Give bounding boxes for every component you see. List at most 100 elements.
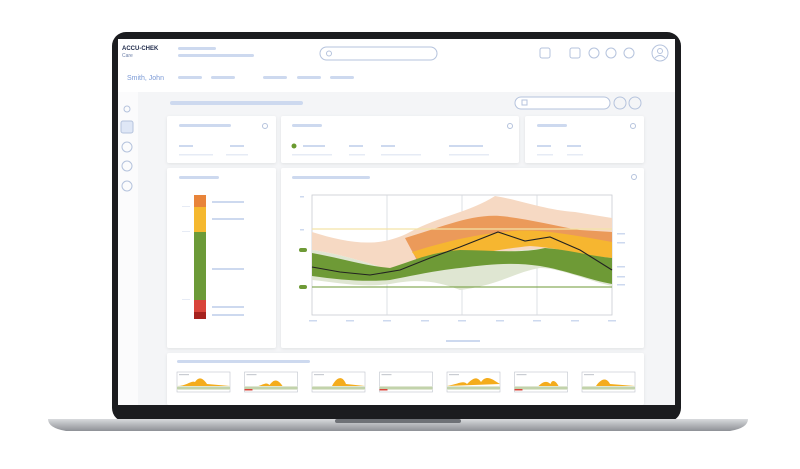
icon bbox=[657, 48, 663, 54]
shape bbox=[449, 154, 489, 156]
icon bbox=[654, 55, 666, 59]
icon[interactable] bbox=[121, 160, 133, 172]
placeholder-text bbox=[177, 360, 310, 363]
patient-name: Smith, John bbox=[127, 75, 164, 82]
shape bbox=[533, 320, 541, 322]
icon[interactable] bbox=[539, 47, 551, 59]
mini-chart-part bbox=[312, 378, 365, 386]
placeholder-text bbox=[178, 47, 216, 50]
shape bbox=[312, 248, 612, 284]
icon[interactable] bbox=[628, 96, 642, 110]
agp-bands bbox=[311, 196, 613, 290]
shape bbox=[182, 206, 190, 207]
shape bbox=[311, 231, 613, 276]
shape bbox=[571, 320, 579, 322]
nav-active[interactable] bbox=[120, 120, 134, 134]
shape bbox=[194, 207, 206, 232]
icon[interactable] bbox=[605, 47, 617, 59]
shape bbox=[446, 340, 480, 342]
placeholder-text bbox=[292, 176, 370, 179]
shape bbox=[383, 320, 391, 322]
mini-chart-part bbox=[314, 374, 324, 376]
placeholder-text bbox=[300, 196, 304, 198]
shape bbox=[309, 233, 625, 342]
icon bbox=[262, 123, 268, 129]
icon[interactable] bbox=[123, 105, 131, 113]
shape bbox=[194, 232, 206, 300]
card bbox=[525, 116, 644, 163]
mini-chart-part bbox=[447, 378, 500, 386]
shape bbox=[194, 300, 206, 312]
placeholder-text bbox=[303, 145, 325, 147]
mini-chart-part bbox=[381, 374, 392, 376]
placeholder-text bbox=[179, 176, 219, 179]
shape bbox=[226, 154, 248, 156]
icon[interactable] bbox=[121, 180, 133, 192]
mini-chart-part bbox=[244, 389, 253, 391]
shape bbox=[309, 320, 317, 322]
placeholder-text bbox=[212, 201, 244, 203]
shape bbox=[299, 248, 307, 252]
mini-chart-part bbox=[584, 374, 594, 376]
mini-chart-part bbox=[246, 374, 257, 376]
icon[interactable] bbox=[613, 96, 627, 110]
mini-chart-part bbox=[514, 389, 523, 391]
placeholder-text bbox=[212, 314, 244, 316]
daily-profiles bbox=[176, 371, 636, 393]
shape bbox=[458, 320, 466, 322]
placeholder-text bbox=[537, 145, 551, 147]
shape bbox=[118, 92, 138, 405]
shape bbox=[291, 143, 297, 149]
shape bbox=[617, 233, 625, 235]
date-picker[interactable] bbox=[514, 96, 611, 110]
placeholder-text bbox=[297, 76, 321, 79]
shape bbox=[617, 266, 625, 268]
icon[interactable] bbox=[623, 47, 635, 59]
mini-chart-part bbox=[514, 380, 568, 386]
placeholder-text bbox=[349, 145, 363, 147]
shape bbox=[608, 320, 616, 322]
icon[interactable] bbox=[569, 47, 581, 59]
icon[interactable] bbox=[588, 47, 600, 59]
mini-chart-part bbox=[177, 378, 230, 386]
placeholder-text bbox=[300, 229, 304, 231]
placeholder-text bbox=[537, 124, 567, 127]
placeholder-text bbox=[179, 124, 231, 127]
shape bbox=[537, 154, 553, 156]
brand: ACCU-CHEK bbox=[122, 46, 159, 52]
placeholder-text bbox=[330, 76, 354, 79]
mini-chart-part bbox=[516, 374, 527, 376]
shape bbox=[496, 320, 504, 322]
shape bbox=[182, 299, 190, 300]
shape bbox=[182, 231, 190, 232]
shape bbox=[299, 285, 307, 289]
shape bbox=[346, 320, 354, 322]
shape bbox=[381, 154, 421, 156]
placeholder-text bbox=[212, 268, 244, 270]
placeholder-text bbox=[212, 306, 244, 308]
avatar[interactable] bbox=[651, 44, 669, 62]
icon bbox=[521, 99, 528, 106]
placeholder-text bbox=[449, 145, 483, 147]
icon bbox=[326, 50, 332, 57]
placeholder-text bbox=[567, 145, 581, 147]
placeholder-text bbox=[230, 145, 244, 147]
shape bbox=[194, 312, 206, 319]
placeholder-text bbox=[178, 54, 254, 57]
icon bbox=[630, 123, 636, 129]
placeholder-text bbox=[178, 76, 202, 79]
shape bbox=[292, 154, 332, 156]
placeholder-text bbox=[179, 145, 193, 147]
placeholder-text bbox=[170, 101, 303, 105]
icon[interactable] bbox=[121, 141, 133, 153]
icon bbox=[507, 123, 513, 129]
laptop-base bbox=[48, 419, 748, 431]
card bbox=[167, 168, 276, 348]
search-box[interactable] bbox=[319, 46, 438, 61]
shape bbox=[421, 320, 429, 322]
shape bbox=[617, 284, 625, 286]
shape bbox=[194, 195, 206, 207]
shape bbox=[617, 242, 625, 244]
mini-chart-part bbox=[244, 380, 298, 386]
